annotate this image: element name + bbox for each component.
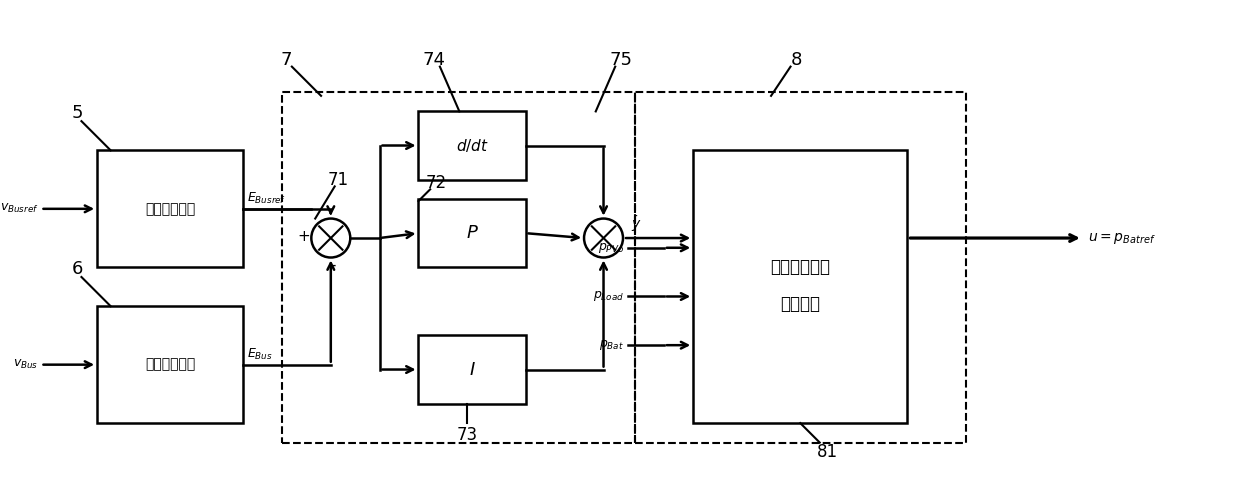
Text: 8: 8 (790, 51, 802, 69)
Bar (419, 199, 525, 267)
Text: $u=p_{Batref}$: $u=p_{Batref}$ (1088, 230, 1155, 246)
Text: 72: 72 (425, 174, 446, 193)
Text: $d/dt$: $d/dt$ (456, 137, 488, 154)
Text: 71: 71 (328, 171, 349, 189)
Text: 滑控制器: 滑控制器 (781, 295, 820, 313)
Text: -: - (330, 255, 336, 274)
Text: 75: 75 (610, 51, 633, 69)
Text: $v_{Bus}$: $v_{Bus}$ (14, 358, 38, 371)
Text: $p_{Bat}$: $p_{Bat}$ (598, 338, 624, 352)
Bar (97, 306, 243, 423)
Text: $v_{Busref}$: $v_{Busref}$ (0, 202, 38, 216)
Text: $\dot{y}$: $\dot{y}$ (631, 215, 642, 234)
Bar (97, 150, 243, 267)
Text: 7: 7 (280, 51, 291, 69)
Bar (282, 92, 634, 443)
Text: $E_{Busref}$: $E_{Busref}$ (247, 191, 286, 206)
Text: 功率环微分平: 功率环微分平 (771, 258, 830, 276)
Text: $E_{Bus}$: $E_{Bus}$ (247, 347, 273, 362)
Text: $P$: $P$ (466, 224, 478, 242)
Text: $I$: $I$ (468, 361, 476, 378)
Text: 74: 74 (422, 51, 446, 69)
Text: 5: 5 (72, 104, 83, 122)
Text: 电压能量转换: 电压能量转换 (145, 358, 196, 372)
Bar (634, 92, 966, 443)
Text: +: + (297, 228, 310, 244)
Text: $p_{Load}$: $p_{Load}$ (592, 289, 624, 304)
Text: 6: 6 (72, 260, 83, 278)
Bar (419, 112, 525, 180)
Text: $p_{PVo}$: $p_{PVo}$ (597, 241, 624, 255)
Bar (693, 150, 907, 423)
Text: 73: 73 (457, 426, 478, 444)
Text: 81: 81 (817, 444, 838, 461)
Text: 电压能量转换: 电压能量转换 (145, 202, 196, 216)
Bar (419, 335, 525, 404)
